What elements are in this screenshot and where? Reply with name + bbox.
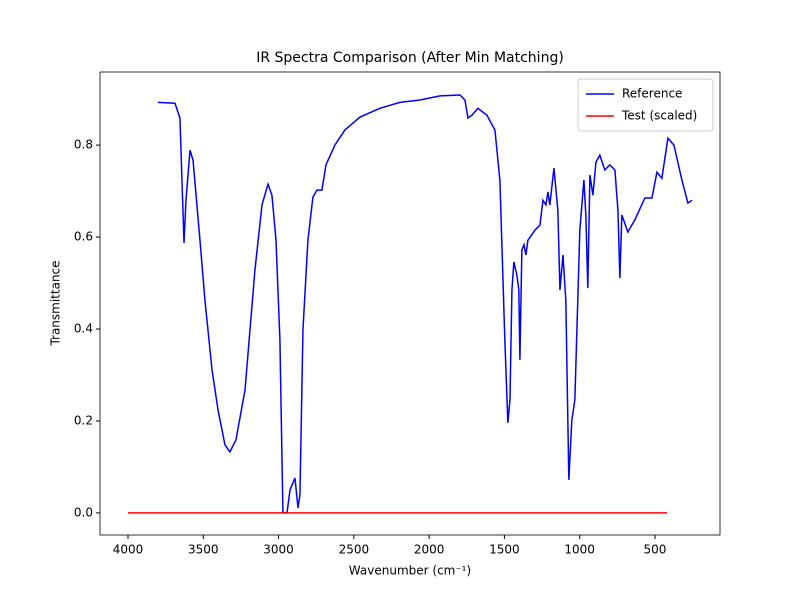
x-tick-label: 2000: [414, 543, 445, 557]
legend-label: Test (scaled): [621, 109, 697, 123]
y-tick-label: 0.8: [74, 138, 93, 152]
x-tick-label: 3500: [188, 543, 219, 557]
y-axis-label: Transmittance: [49, 260, 63, 346]
chart-title: IR Spectra Comparison (After Min Matchin…: [256, 50, 564, 66]
y-tick-label: 0.4: [74, 322, 93, 336]
plot-frame: [99, 71, 721, 536]
x-tick-label: 2500: [339, 543, 370, 557]
x-tick-label: 1500: [489, 543, 520, 557]
y-tick-label: 0.0: [74, 505, 93, 519]
legend-label: Reference: [622, 87, 682, 101]
x-tick-label: 500: [644, 543, 667, 557]
y-tick-label: 0.6: [74, 230, 93, 244]
x-tick-label: 4000: [113, 543, 144, 557]
legend-box: [577, 78, 714, 132]
y-tick-label: 0.2: [74, 413, 93, 427]
data-line: [157, 94, 693, 514]
x-tick-label: 1000: [564, 543, 595, 557]
x-axis-label: Wavenumber (cm⁻¹): [349, 564, 471, 578]
x-tick-label: 3000: [263, 543, 294, 557]
